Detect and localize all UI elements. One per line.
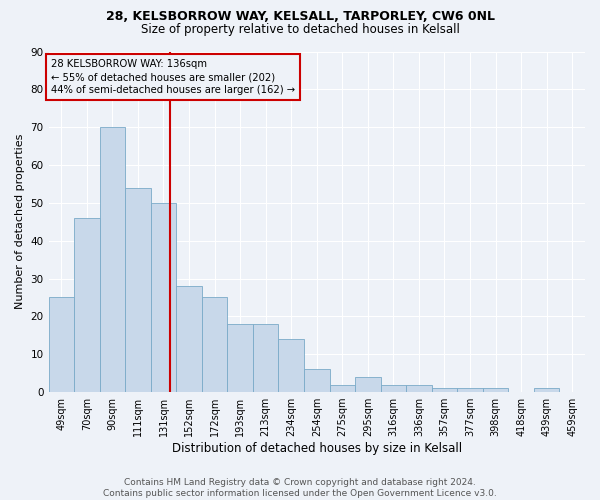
- Bar: [125, 188, 151, 392]
- Bar: [49, 298, 74, 392]
- Bar: [253, 324, 278, 392]
- Bar: [534, 388, 559, 392]
- Bar: [100, 127, 125, 392]
- Bar: [278, 339, 304, 392]
- Text: Size of property relative to detached houses in Kelsall: Size of property relative to detached ho…: [140, 22, 460, 36]
- Bar: [355, 377, 380, 392]
- Bar: [432, 388, 457, 392]
- Bar: [406, 384, 432, 392]
- Bar: [457, 388, 483, 392]
- Bar: [483, 388, 508, 392]
- Text: 28, KELSBORROW WAY, KELSALL, TARPORLEY, CW6 0NL: 28, KELSBORROW WAY, KELSALL, TARPORLEY, …: [106, 10, 494, 23]
- Bar: [202, 298, 227, 392]
- X-axis label: Distribution of detached houses by size in Kelsall: Distribution of detached houses by size …: [172, 442, 462, 455]
- Bar: [380, 384, 406, 392]
- Text: 28 KELSBORROW WAY: 136sqm
← 55% of detached houses are smaller (202)
44% of semi: 28 KELSBORROW WAY: 136sqm ← 55% of detac…: [51, 59, 295, 96]
- Text: Contains HM Land Registry data © Crown copyright and database right 2024.
Contai: Contains HM Land Registry data © Crown c…: [103, 478, 497, 498]
- Bar: [329, 384, 355, 392]
- Bar: [304, 370, 329, 392]
- Bar: [74, 218, 100, 392]
- Bar: [151, 203, 176, 392]
- Y-axis label: Number of detached properties: Number of detached properties: [15, 134, 25, 310]
- Bar: [176, 286, 202, 392]
- Bar: [227, 324, 253, 392]
